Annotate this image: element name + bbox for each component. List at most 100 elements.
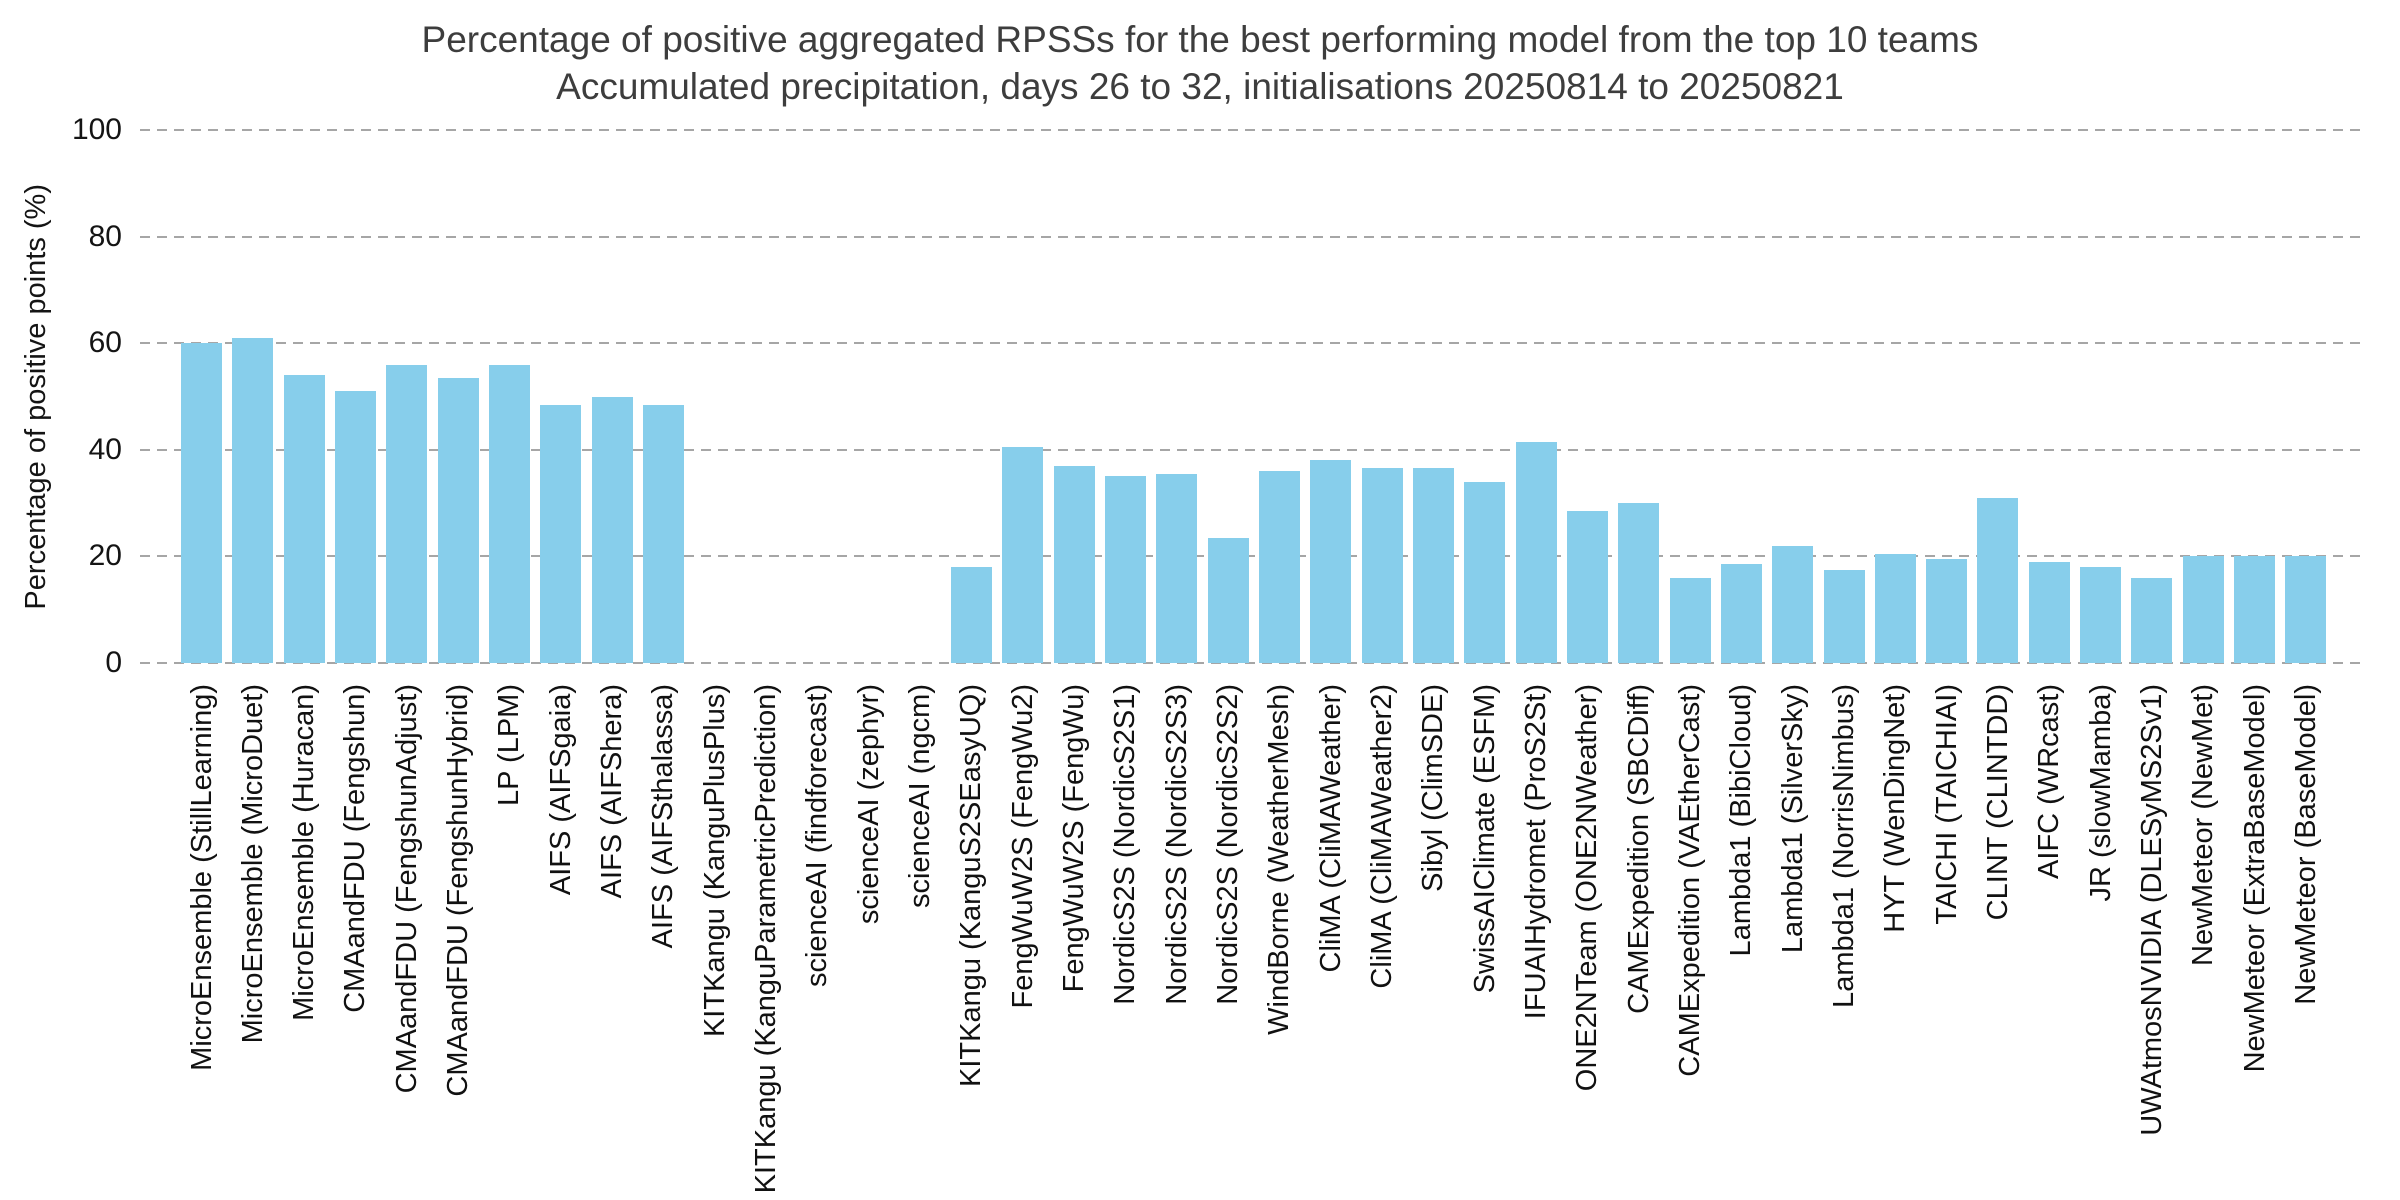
bar [1874,553,1916,663]
bar [1361,468,1403,663]
x-tick-label: ONE2NTeam (ONE2NWeather) [1571,684,1604,1092]
x-tick-cell: Lambda1 (SilverSky) [1772,684,1813,1200]
bar [950,567,992,663]
x-tick-label: CMAandFDU (FengshunHybrid) [442,684,475,1097]
x-tick-label: KITKangu (KanguS2SEasyUQ) [955,684,988,1087]
bar [591,396,633,663]
x-tick-label: scienceAI (findforecast) [801,684,834,988]
x-tick-cell: CMAandFDU (Fengshun) [335,684,376,1200]
x-tick-label: scienceAI (zephyr) [852,684,885,925]
y-tick-label: 40 [88,432,122,466]
gridline [140,448,2360,451]
x-tick-label: AIFS (AIFSgaia) [544,684,577,896]
x-tick-label: AIFC (WRcast) [2033,684,2066,879]
y-tick-label: 100 [71,113,122,146]
x-tick-cell: NordicS2S (NordicS2S2) [1208,684,1249,1200]
x-tick-label: KITKangu (KanguParametricPrediction) [750,684,783,1194]
bar [1104,476,1146,663]
x-tick-cell: FengWuW2S (FengWu) [1054,684,1095,1200]
x-tick-cell: FengWuW2S (FengWu2) [1002,684,1043,1200]
gridline [140,235,2360,238]
bar [1053,465,1095,663]
bar [642,404,684,663]
x-tick-label: AIFS (AIFSthalassa) [647,684,680,949]
x-tick-label: CMAandFDU (Fengshun) [339,684,372,1013]
x-tick-label: SwissAIClimate (ESFM) [1468,684,1501,994]
x-tick-label: MicroEnsemble (MicroDuet) [236,684,269,1044]
bar [2131,577,2173,663]
x-tick-cell: JR (slowMamba) [2080,684,2121,1200]
x-tick-label: CLINT (CLINTDD) [1981,684,2014,921]
x-tick-cell: HYT (WenDingNet) [1875,684,1916,1200]
bar [540,404,582,663]
bar [181,343,222,663]
x-tick-cell: AIFS (AIFSgaia) [540,684,581,1200]
x-tick-cell: NewMeteor (NewMet) [2183,684,2224,1200]
y-tick-label: 20 [88,539,122,573]
x-tick-label: UWAtmosNVIDIA (DLESyMS2Sv1) [2135,684,2168,1136]
bar [2080,567,2122,663]
x-tick-cell: MicroEnsemble (MicroDuet) [232,684,273,1200]
bar [2234,556,2276,663]
bar [1618,503,1660,663]
bar [1977,497,2019,663]
x-tick-label: LP (LPM) [493,684,526,806]
x-tick-label: Sibyl (ClimSDE) [1417,684,1450,892]
x-tick-label: WindBorne (WeatherMesh) [1263,684,1296,1035]
bar [1566,511,1608,663]
y-tick-label: 0 [105,646,122,679]
bar [488,364,530,663]
bar [1926,559,1968,663]
x-tick-label: Lambda1 (SilverSky) [1776,684,1809,954]
x-tick-label: NordicS2S (NordicS2S2) [1212,684,1245,1005]
x-tick-cell: NordicS2S (NordicS2S3) [1156,684,1197,1200]
bar [283,375,325,663]
bar [437,377,479,663]
x-tick-cell: CMAandFDU (FengshunHybrid) [438,684,479,1200]
chart-title: Percentage of positive aggregated RPSSs … [421,19,1979,60]
x-tick-cell: scienceAI (findforecast) [797,684,838,1200]
y-tick-labels: 0 20 40 60 80 100 [0,113,122,679]
x-tick-label: CliMA (CliMAWeather2) [1366,684,1399,989]
bar [1720,564,1762,663]
x-tick-cell: AIFS (AIFSthalassa) [643,684,684,1200]
x-tick-cell: CLINT (CLINTDD) [1977,684,2018,1200]
x-tick-cell: AIFS (AIFShera) [592,684,633,1200]
x-tick-cell: scienceAI (ngcm) [900,684,941,1200]
x-tick-label: NewMeteor (NewMet) [2187,684,2220,966]
x-tick-label: scienceAI (ngcm) [904,684,937,909]
chart-title-block: Percentage of positive aggregated RPSSs … [0,16,2400,110]
x-tick-cell: CAMExpedition (SBCDiff) [1618,684,1659,1200]
x-tick-label: NordicS2S (NordicS2S1) [1109,684,1142,1005]
x-tick-cell: CMAandFDU (FengshunAdjust) [386,684,427,1200]
x-tick-label: FengWuW2S (FengWu) [1058,684,1091,993]
x-tick-cell: NordicS2S (NordicS2S1) [1105,684,1146,1200]
x-tick-label: TAICHI (TAICHIAI) [1930,684,1963,925]
x-tick-label: CAMExpedition (SBCDiff) [1622,684,1655,1014]
x-tick-label: NewMeteor (ExtraBaseModel) [2238,684,2271,1073]
x-tick-label: CMAandFDU (FengshunAdjust) [390,684,423,1094]
x-tick-label: KITKangu (KanguPlusPlus) [698,684,731,1038]
x-tick-cell: ONE2NTeam (ONE2NWeather) [1567,684,1608,1200]
bar [1207,537,1249,663]
x-tick-cell: LP (LPM) [489,684,530,1200]
bar [1156,473,1198,663]
x-tick-cell: AIFC (WRcast) [2029,684,2070,1200]
x-tick-cell: UWAtmosNVIDIA (DLESyMS2Sv1) [2131,684,2172,1200]
bar [334,391,376,663]
x-tick-cell: CliMA (CliMAWeather) [1310,684,1351,1200]
x-tick-labels: MicroEnsemble (StillLearning) MicroEnsemb… [140,684,2360,1200]
chart-subtitle: Accumulated precipitation, days 26 to 32… [556,66,1844,107]
gridline [140,662,2360,664]
x-tick-label: JR (slowMamba) [2084,684,2117,902]
x-tick-cell: CliMA (CliMAWeather2) [1362,684,1403,1200]
x-tick-label: MicroEnsemble (StillLearning) [185,684,218,1071]
gridlines [140,129,2360,664]
x-tick-label: NordicS2S (NordicS2S3) [1160,684,1193,1005]
x-tick-cell: Lambda1 (NorrisNimbus) [1824,684,1865,1200]
x-tick-label: CliMA (CliMAWeather) [1314,684,1347,973]
x-tick-cell: MicroEnsemble (Huracan) [284,684,325,1200]
bar [232,337,274,663]
gridline [140,342,2360,345]
